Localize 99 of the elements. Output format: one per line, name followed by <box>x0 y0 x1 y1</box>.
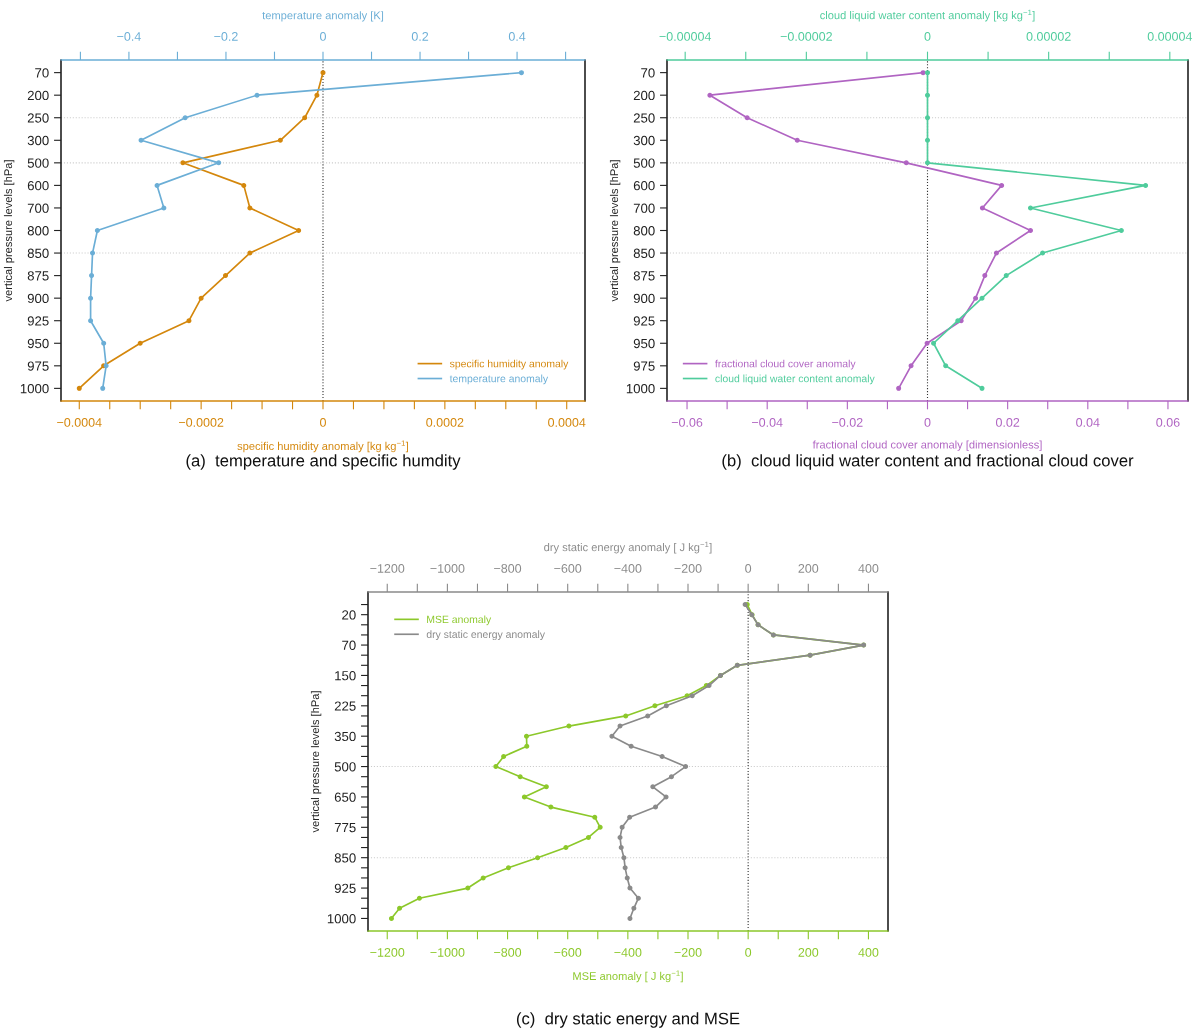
y-tick-label: 500 <box>633 158 655 168</box>
x-tick-label: −800 <box>494 948 522 957</box>
x-tick-label: −200 <box>674 948 702 957</box>
x2-tick-label: −400 <box>614 564 642 573</box>
x2-tick-label: 0 <box>924 32 931 41</box>
y-tick-label: 250 <box>27 113 49 123</box>
x-axis-title: MSE anomaly [ J kg$^{−1}$] <box>573 970 683 983</box>
y-tick-label: 975 <box>633 361 655 371</box>
y-tick-label: 600 <box>633 180 655 191</box>
y-tick-label: 250 <box>633 113 655 123</box>
x2-tick-label: −0.00004 <box>659 32 712 41</box>
x-tick-label: 200 <box>798 948 819 957</box>
y-tick-label: 875 <box>27 271 49 281</box>
x-tick-label: −0.04 <box>752 418 783 427</box>
y-tick-label: 900 <box>27 293 49 304</box>
x-axis-title: specific humidity anomaly [kg kg$^{−1}$] <box>237 440 408 453</box>
x-axis-title: fractional cloud cover anomaly [dimensionless] <box>812 440 1042 451</box>
x-tick-label: −1200 <box>370 948 405 957</box>
x-tick-label: 0.0004 <box>548 418 586 427</box>
x-tick-label: 0 <box>745 948 752 957</box>
y-tick-label: 925 <box>27 316 49 326</box>
text: (b) cloud liquid water content and fractional cloud cover <box>722 454 1134 470</box>
legend-label: MSE anomaly <box>427 615 492 626</box>
y-axis-title: vertical pressure levels [hPa] <box>3 160 15 302</box>
legend-label: temperature anomaly <box>449 374 549 385</box>
text: (c) dry static energy and MSE <box>516 1012 740 1028</box>
x2-tick-label: 0.2 <box>411 32 429 41</box>
legend-label: specific humidity anomaly <box>449 359 569 370</box>
y-tick-label: 300 <box>633 135 655 146</box>
x2-tick-label: 0 <box>745 564 752 573</box>
x2-tick-label: 0.00002 <box>1026 32 1071 41</box>
x-tick-label: −0.06 <box>671 418 703 427</box>
y-tick-label: 1000 <box>626 383 655 394</box>
legend-label: cloud liquid water content anomaly <box>715 374 875 385</box>
y-tick-label: 300 <box>27 135 49 146</box>
y-tick-label: 500 <box>27 158 49 168</box>
y-tick-label: 20 <box>342 610 356 620</box>
y-tick-label: 925 <box>633 316 655 326</box>
legend-label: dry static energy anomaly <box>426 630 545 641</box>
x-tick-label: 0 <box>320 418 326 427</box>
x-tick-label: 400 <box>858 948 879 957</box>
x2-axis-title: temperature anomaly [K] <box>262 11 384 22</box>
y-tick-label: 200 <box>633 90 655 101</box>
x2-tick-label: 0 <box>320 32 326 41</box>
y-tick-label: 1000 <box>327 914 356 924</box>
x2-tick-label: −200 <box>674 564 702 573</box>
y-tick-label: 200 <box>27 90 49 101</box>
y-tick-label: 70 <box>35 68 49 78</box>
x-tick-label: −1000 <box>430 948 465 957</box>
x2-tick-label: −1000 <box>430 564 465 573</box>
x-tick-label: −0.0004 <box>57 418 102 427</box>
y-tick-label: 850 <box>27 248 49 258</box>
x-tick-label: −0.0002 <box>178 418 224 427</box>
y-tick-label: 875 <box>633 271 655 281</box>
y-tick-label: 650 <box>334 792 356 802</box>
y-tick-label: 600 <box>27 180 49 191</box>
y-tick-label: 925 <box>334 883 356 893</box>
x2-tick-label: −0.2 <box>214 32 238 41</box>
x2-tick-label: −1200 <box>370 564 405 573</box>
y-axis-title: vertical pressure levels [hPa] <box>609 160 621 302</box>
x-tick-label: 0 <box>924 418 931 427</box>
x2-tick-label: 0.00004 <box>1147 32 1193 41</box>
x2-tick-label: −600 <box>554 564 582 573</box>
x2-tick-label: −800 <box>494 564 522 573</box>
y-tick-label: 700 <box>27 203 49 213</box>
x-tick-label: −600 <box>554 948 582 957</box>
y-tick-label: 975 <box>27 361 49 371</box>
y-tick-label: 70 <box>342 640 356 650</box>
x-tick-label: −0.02 <box>832 418 863 427</box>
y-tick-label: 900 <box>633 293 655 304</box>
x-tick-label: 0.06 <box>1156 418 1180 427</box>
x2-tick-label: −0.4 <box>117 32 141 41</box>
y-tick-label: 70 <box>641 68 655 78</box>
x-tick-label: 0.0002 <box>426 418 464 427</box>
x-tick-label: 0.02 <box>995 418 1020 427</box>
y-axis-title: vertical pressure levels [hPa] <box>310 691 322 833</box>
y-tick-label: 800 <box>27 226 49 236</box>
y-tick-label: 950 <box>27 338 49 349</box>
x-tick-label: −400 <box>614 948 642 957</box>
x2-tick-label: 0.4 <box>508 32 526 41</box>
text: (a) temperature and specific humdity <box>186 454 461 470</box>
y-tick-label: 350 <box>334 731 356 742</box>
x2-tick-label: 200 <box>798 564 819 573</box>
y-tick-label: 700 <box>633 203 655 213</box>
y-tick-label: 775 <box>334 823 356 833</box>
x-tick-label: 0.04 <box>1076 418 1100 427</box>
y-tick-label: 1000 <box>20 383 49 394</box>
y-tick-label: 800 <box>633 226 655 236</box>
x2-axis-title: cloud liquid water content anomaly [kg kg$^{−1}$] <box>820 9 1035 22</box>
x2-tick-label: 400 <box>858 564 879 573</box>
y-tick-label: 950 <box>633 338 655 349</box>
y-tick-label: 500 <box>334 762 356 772</box>
y-tick-label: 225 <box>334 701 356 711</box>
y-tick-label: 150 <box>335 671 356 681</box>
legend-label: fractional cloud cover anomaly <box>715 359 856 370</box>
y-tick-label: 850 <box>334 853 356 863</box>
y-tick-label: 850 <box>633 248 655 258</box>
x2-tick-label: −0.00002 <box>780 32 832 41</box>
x2-axis-title: dry static energy anomaly [ J kg$^{−1}$] <box>544 541 712 554</box>
